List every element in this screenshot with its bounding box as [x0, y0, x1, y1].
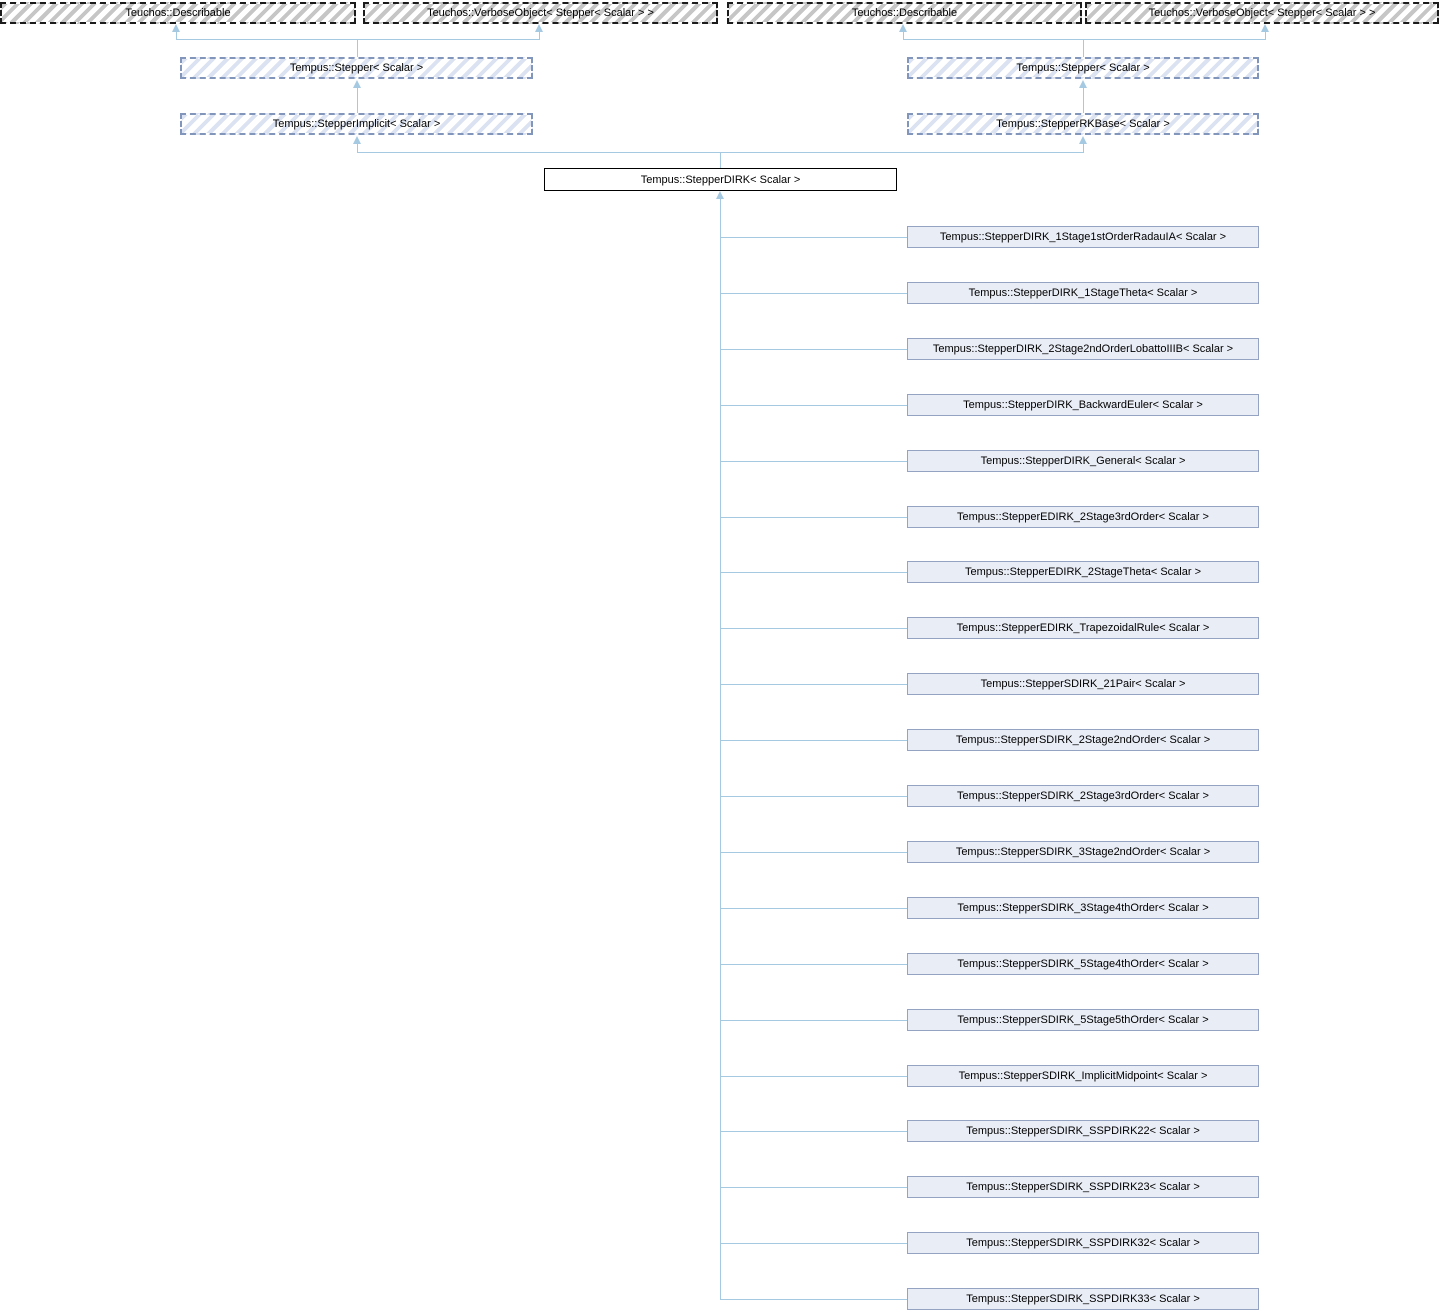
connector-branch [720, 1299, 907, 1300]
derived-class-node[interactable]: Tempus::StepperSDIRK_5Stage5thOrder< Sca… [907, 1009, 1259, 1031]
derived-class-node[interactable]: Tempus::StepperSDIRK_SSPDIRK23< Scalar > [907, 1176, 1259, 1198]
class-node-stepper-implicit[interactable]: Tempus::StepperImplicit< Scalar > [180, 113, 533, 135]
derived-class-node[interactable]: Tempus::StepperDIRK_General< Scalar > [907, 450, 1259, 472]
connector-branch [720, 740, 907, 741]
inheritance-arrow [172, 24, 180, 32]
inheritance-arrow [899, 24, 907, 32]
connector-branch [720, 517, 907, 518]
connector-branch [720, 684, 907, 685]
connector-branch [720, 796, 907, 797]
connector-branch [720, 349, 907, 350]
base-class-node-describable-right: Teuchos::Describable [727, 2, 1082, 24]
connector-line [176, 31, 177, 40]
connector-line [903, 31, 904, 40]
derived-class-node[interactable]: Tempus::StepperEDIRK_TrapezoidalRule< Sc… [907, 617, 1259, 639]
derived-class-node[interactable]: Tempus::StepperSDIRK_3Stage2ndOrder< Sca… [907, 841, 1259, 863]
connector-branch [720, 572, 907, 573]
connector-branch [720, 908, 907, 909]
connector-line [357, 143, 358, 153]
connector-branch [720, 461, 907, 462]
connector-line [539, 31, 540, 40]
connector-line [357, 87, 358, 113]
derived-class-node[interactable]: Tempus::StepperSDIRK_2Stage3rdOrder< Sca… [907, 785, 1259, 807]
derived-class-node[interactable]: Tempus::StepperDIRK_2Stage2ndOrderLobatt… [907, 338, 1259, 360]
inheritance-arrow [1261, 24, 1269, 32]
connector-branch [720, 237, 907, 238]
base-class-node-verboseobject-right: Teuchos::VerboseObject< Stepper< Scalar … [1085, 2, 1439, 24]
connector-line [1083, 87, 1084, 113]
connector-branch [720, 1020, 907, 1021]
connector-line [903, 39, 1265, 40]
derived-class-node[interactable]: Tempus::StepperSDIRK_SSPDIRK22< Scalar > [907, 1120, 1259, 1142]
connector-branch [720, 628, 907, 629]
derived-class-node[interactable]: Tempus::StepperDIRK_BackwardEuler< Scala… [907, 394, 1259, 416]
connector-branch [720, 293, 907, 294]
derived-class-node[interactable]: Tempus::StepperSDIRK_5Stage4thOrder< Sca… [907, 953, 1259, 975]
connector-branch [720, 405, 907, 406]
base-class-node-describable-left: Teuchos::Describable [0, 2, 356, 24]
derived-class-node[interactable]: Tempus::StepperEDIRK_2Stage3rdOrder< Sca… [907, 506, 1259, 528]
class-node-stepper-left[interactable]: Tempus::Stepper< Scalar > [180, 57, 533, 79]
connector-branch [720, 964, 907, 965]
inheritance-arrow [353, 136, 361, 144]
connector-line [1265, 31, 1266, 40]
connector-branch [720, 1076, 907, 1077]
inheritance-arrow [1079, 136, 1087, 144]
derived-class-node[interactable]: Tempus::StepperDIRK_1Stage1stOrderRadauI… [907, 226, 1259, 248]
derived-class-node[interactable]: Tempus::StepperSDIRK_SSPDIRK32< Scalar > [907, 1232, 1259, 1254]
connector-branch [720, 852, 907, 853]
connector-branch [720, 1187, 907, 1188]
connector-line [1083, 39, 1084, 57]
connector-branch [720, 1243, 907, 1244]
root-class-node-stepper-dirk: Tempus::StepperDIRK< Scalar > [544, 168, 897, 191]
derived-class-node[interactable]: Tempus::StepperSDIRK_2Stage2ndOrder< Sca… [907, 729, 1259, 751]
derived-class-node[interactable]: Tempus::StepperEDIRK_2StageTheta< Scalar… [907, 561, 1259, 583]
inheritance-arrow [1079, 80, 1087, 88]
inheritance-arrow [716, 191, 724, 199]
class-node-stepper-right[interactable]: Tempus::Stepper< Scalar > [907, 57, 1259, 79]
derived-class-node[interactable]: Tempus::StepperSDIRK_3Stage4thOrder< Sca… [907, 897, 1259, 919]
class-node-stepper-rkbase[interactable]: Tempus::StepperRKBase< Scalar > [907, 113, 1259, 135]
connector-trunk [720, 198, 721, 1300]
inheritance-arrow [353, 80, 361, 88]
inheritance-arrow [535, 24, 543, 32]
derived-class-node[interactable]: Tempus::StepperSDIRK_SSPDIRK33< Scalar > [907, 1288, 1259, 1310]
derived-class-node[interactable]: Tempus::StepperSDIRK_ImplicitMidpoint< S… [907, 1065, 1259, 1087]
connector-line [1083, 143, 1084, 153]
connector-branch [720, 1131, 907, 1132]
connector-line [720, 152, 721, 168]
connector-line [357, 39, 358, 57]
base-class-node-verboseobject-left: Teuchos::VerboseObject< Stepper< Scalar … [363, 2, 718, 24]
derived-class-node[interactable]: Tempus::StepperDIRK_1StageTheta< Scalar … [907, 282, 1259, 304]
derived-class-node[interactable]: Tempus::StepperSDIRK_21Pair< Scalar > [907, 673, 1259, 695]
